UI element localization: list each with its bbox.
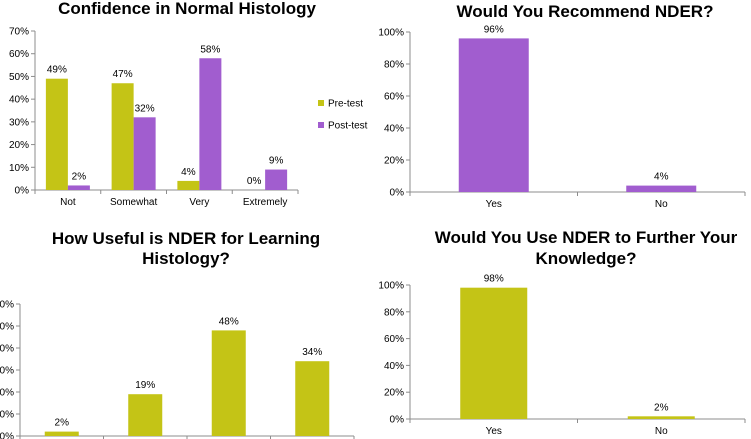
- chart-use-nder-further: Would You Use NDER to Further Your Knowle…: [378, 220, 751, 439]
- data-label: 4%: [654, 172, 669, 183]
- data-label: 34%: [302, 347, 322, 358]
- bar: [133, 117, 156, 190]
- bar: [627, 416, 695, 419]
- bar: [458, 38, 529, 193]
- chart-svg: How Useful is NDER for LearningHistology…: [0, 229, 355, 439]
- y-tick-label: 20%: [384, 156, 404, 167]
- y-tick-label: 10%: [0, 410, 14, 421]
- chart-recommend-nder: Would You Recommend NDER? 0% 20% 40% 60% 80% 1…: [378, 0, 751, 220]
- y-tick-label: 40%: [384, 124, 404, 135]
- y-tick-label: 50%: [0, 322, 14, 333]
- bar: [111, 83, 134, 190]
- y-tick-label: 60%: [384, 92, 404, 103]
- data-label: 2%: [654, 402, 669, 413]
- bar: [67, 185, 90, 190]
- x-tick-label: Not: [60, 197, 76, 208]
- data-label: 2%: [55, 418, 70, 429]
- data-label: 19%: [135, 380, 155, 391]
- x-tick-label: No: [655, 426, 668, 437]
- data-label: 48%: [219, 316, 239, 327]
- legend-label: Post-test: [328, 121, 368, 132]
- chart-title: Knowledge?: [535, 249, 636, 268]
- y-tick-label: 70%: [9, 27, 29, 38]
- data-label: 49%: [47, 65, 67, 76]
- x-tick-label: Extremely: [243, 197, 287, 208]
- bar: [626, 185, 697, 192]
- data-label: 32%: [135, 103, 155, 114]
- y-tick-label: 40%: [384, 361, 404, 372]
- y-tick-label: 0%: [390, 415, 405, 426]
- y-tick-label: 80%: [384, 307, 404, 318]
- y-tick-label: 50%: [9, 72, 29, 83]
- y-tick-label: 60%: [384, 334, 404, 345]
- data-label: 0%: [247, 176, 262, 187]
- chart-title: Would You Recommend NDER?: [457, 2, 714, 21]
- y-tick-label: 20%: [0, 388, 14, 399]
- data-label: 2%: [72, 171, 87, 182]
- chart-svg: Would You Use NDER to Further Your Knowle…: [378, 228, 746, 437]
- y-tick-label: 10%: [9, 163, 29, 174]
- y-tick-label: 20%: [384, 388, 404, 399]
- y-tick-label: 30%: [9, 117, 29, 128]
- y-tick-label: 0%: [0, 432, 14, 439]
- x-tick-label: No: [655, 199, 668, 210]
- x-tick-label: Yes: [486, 426, 502, 437]
- y-tick-label: 100%: [378, 281, 404, 292]
- data-label: 47%: [113, 69, 133, 80]
- legend-swatch: [318, 100, 324, 106]
- data-label: 96%: [484, 24, 504, 35]
- y-tick-label: 60%: [0, 300, 14, 311]
- chart-title: Confidence in Normal Histology: [58, 0, 316, 18]
- bar: [211, 330, 246, 436]
- x-tick-label: Very: [189, 197, 209, 208]
- legend-label: Pre-test: [328, 99, 363, 110]
- bar: [295, 361, 330, 436]
- chart-svg: Would You Recommend NDER? 0% 20% 40% 60% 80% 1…: [378, 2, 746, 210]
- data-label: 98%: [484, 274, 504, 285]
- data-label: 4%: [181, 167, 196, 178]
- y-tick-label: 80%: [384, 60, 404, 71]
- chart-svg: Confidence in Normal Histology 0% 10% 20% 30…: [9, 0, 368, 208]
- y-tick-label: 100%: [378, 28, 404, 39]
- bar: [177, 180, 200, 190]
- bar: [128, 394, 163, 436]
- chart-title: How Useful is NDER for Learning: [52, 229, 320, 248]
- bar: [45, 78, 68, 190]
- y-tick-label: 60%: [9, 49, 29, 60]
- y-tick-label: 0%: [390, 188, 405, 199]
- chart-title: Histology?: [142, 249, 230, 268]
- chart-confidence-normal-histology: Confidence in Normal Histology 0% 10% 20% 30…: [0, 0, 380, 220]
- y-tick-label: 0%: [15, 186, 30, 197]
- data-label: 58%: [200, 44, 220, 55]
- bar: [265, 169, 288, 190]
- y-tick-label: 20%: [9, 140, 29, 151]
- x-tick-label: Yes: [486, 199, 502, 210]
- bar: [199, 58, 222, 190]
- bar: [44, 431, 79, 436]
- y-tick-label: 40%: [9, 95, 29, 106]
- data-label: 9%: [269, 156, 284, 167]
- x-tick-label: Somewhat: [110, 197, 157, 208]
- legend-swatch: [318, 122, 324, 128]
- chart-title: Would You Use NDER to Further Your: [435, 228, 738, 247]
- y-tick-label: 40%: [0, 344, 14, 355]
- chart-useful-nder: How Useful is NDER for Learning Histology…: [0, 220, 380, 439]
- y-tick-label: 30%: [0, 366, 14, 377]
- bar: [460, 287, 528, 419]
